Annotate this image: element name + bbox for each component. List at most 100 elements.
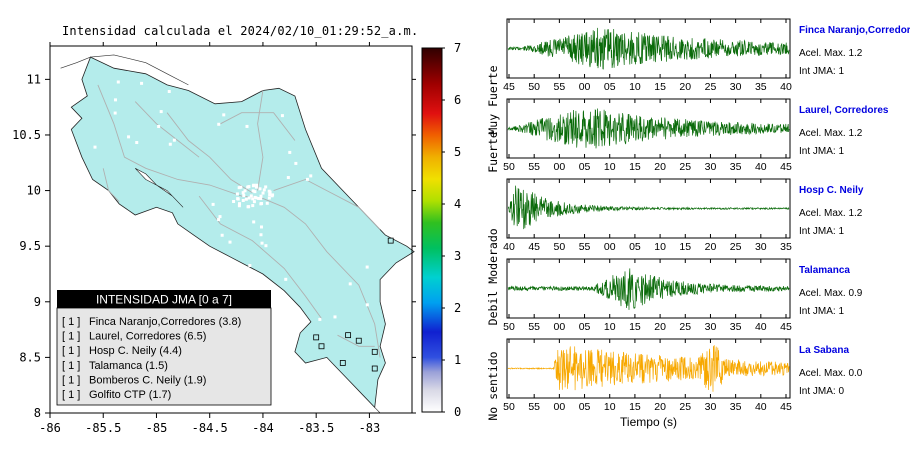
seismogram-x-tick-label: 25: [705, 81, 717, 93]
station-dot: [171, 220, 175, 224]
station-dot: [270, 331, 274, 335]
station-dot: [305, 177, 309, 181]
station-name: Laurel, Corredores: [799, 105, 889, 116]
seismogram-x-tick-label: 35: [730, 321, 742, 333]
seismogram-x-tick-label: 05: [604, 81, 616, 93]
seismogram-x-tick-label: 10: [604, 321, 616, 333]
station-dot: [239, 185, 243, 189]
road-line: [337, 334, 375, 347]
station-dot: [252, 183, 256, 187]
map-y-tick-label: 9.5: [19, 239, 41, 253]
colorbar: 0 1 2 3 4 5 6 7 No sentido Debil Moderado FuerteMuy…: [421, 41, 500, 421]
highlighted-station-marker: [371, 348, 378, 355]
colorbar-tick-label: 7: [454, 41, 461, 55]
legend-header: [57, 290, 271, 308]
road-line: [166, 112, 253, 194]
map-y-tick-label: 9: [34, 295, 41, 309]
station-dot: [248, 264, 252, 268]
station-dot: [284, 311, 288, 315]
seismogram-panel: 45 50 55 00 05 10 15 20 25 30 35 40 Finca Naranjo,Co…: [503, 18, 910, 93]
seismogram-x-tick-label: 30: [705, 401, 717, 413]
colorbar-gradient: [421, 47, 443, 413]
map-title: Intensidad calculada el 2024/02/10_01:29…: [62, 24, 419, 38]
seismogram-x-tick-label: 35: [780, 241, 792, 253]
legend-jma-value: [ 1 ]: [62, 345, 80, 357]
int-jma-label: Int JMA: 0: [799, 386, 844, 397]
station-dot: [157, 273, 161, 277]
seismogram-x-tick-label: 30: [705, 161, 717, 173]
station-dot: [218, 215, 222, 219]
station-dot: [262, 188, 266, 192]
seismogram-x-tick-label: 05: [579, 161, 591, 173]
int-jma-label: Int JMA: 1: [799, 226, 844, 237]
int-jma-label: Int JMA: 1: [799, 306, 844, 317]
seismogram-x-tick-label: 55: [528, 161, 540, 173]
colorbar-category-label: No sentido: [486, 351, 500, 420]
station-dot: [280, 114, 284, 118]
seismogram-x-tick-label: 30: [755, 241, 767, 253]
seismogram-x-tick-label: 25: [679, 321, 691, 333]
seismogram-trace: [507, 268, 790, 310]
station-dot: [247, 196, 251, 200]
seismogram-x-tick-label: 20: [705, 241, 717, 253]
seismogram-x-tick-label: 55: [528, 321, 540, 333]
seismogram-x-tick-label: 30: [730, 81, 742, 93]
seismogram-x-tick-label: 10: [604, 401, 616, 413]
seismogram-panel: 50 55 00 05 10 15 20 25 30 35 40 45 La Sabana Acel. M…: [503, 338, 863, 429]
station-dot: [242, 194, 246, 198]
x-axis-label: Tiempo (s): [620, 415, 677, 429]
highlighted-station-marker: [313, 334, 320, 341]
seismogram-x-tick-label: 00: [554, 401, 566, 413]
colorbar-tick-label: 4: [454, 197, 461, 211]
station-dot: [168, 142, 172, 146]
seismogram-x-tick-label: 30: [705, 321, 717, 333]
colorbar-tick-label: 3: [454, 249, 461, 263]
station-dot: [93, 145, 97, 149]
colorbar-category-label: Debil: [486, 291, 500, 326]
station-dot: [237, 202, 241, 206]
station-dot: [286, 176, 290, 180]
seismogram-x-tick-label: 45: [528, 241, 540, 253]
station-dot: [116, 80, 120, 84]
seismogram-x-tick-label: 50: [503, 161, 515, 173]
station-dot: [268, 193, 272, 197]
station-dot: [259, 194, 263, 198]
station-name: La Sabana: [799, 345, 849, 356]
station-dot: [337, 86, 341, 90]
map-x-tick-label: -84.5: [192, 421, 228, 435]
legend-jma-value: [ 1 ]: [62, 316, 80, 328]
station-dot: [228, 240, 232, 244]
station-dot: [267, 196, 271, 200]
seismogram-x-tick-label: 50: [503, 321, 515, 333]
station-dot: [254, 185, 258, 189]
station-dot: [259, 233, 263, 237]
station-dot: [245, 124, 249, 128]
station-name: Hosp C. Neily: [799, 185, 864, 196]
int-jma-label: Int JMA: 1: [799, 66, 844, 77]
station-dot: [237, 204, 241, 208]
colorbar-tick-label: 6: [454, 93, 461, 107]
station-dot: [211, 202, 215, 206]
station-dot: [217, 122, 221, 126]
station-dot: [124, 288, 128, 292]
highlighted-station-marker: [339, 360, 346, 366]
seismogram-x-tick-label: 50: [528, 81, 540, 93]
station-dot: [244, 197, 248, 201]
station-dot: [265, 201, 269, 205]
station-dot: [264, 244, 268, 248]
station-dot: [258, 187, 262, 191]
int-jma-label: Int JMA: 1: [799, 146, 844, 157]
map-y-tick-label: 11: [27, 72, 41, 86]
station-dot: [104, 241, 108, 245]
seismogram-x-tick-label: 40: [780, 81, 792, 93]
station-dot: [361, 86, 365, 90]
seismogram-x-tick-label: 40: [755, 401, 767, 413]
seismogram-x-tick-label: 10: [654, 241, 666, 253]
highlighted-station-marker: [345, 332, 352, 339]
seismogram-x-tick-label: 05: [579, 321, 591, 333]
acel-max-label: Acel. Max. 1.2: [799, 128, 863, 139]
road-line: [102, 168, 120, 203]
station-dot: [222, 113, 226, 117]
acel-max-label: Acel. Max. 1.2: [799, 48, 863, 59]
